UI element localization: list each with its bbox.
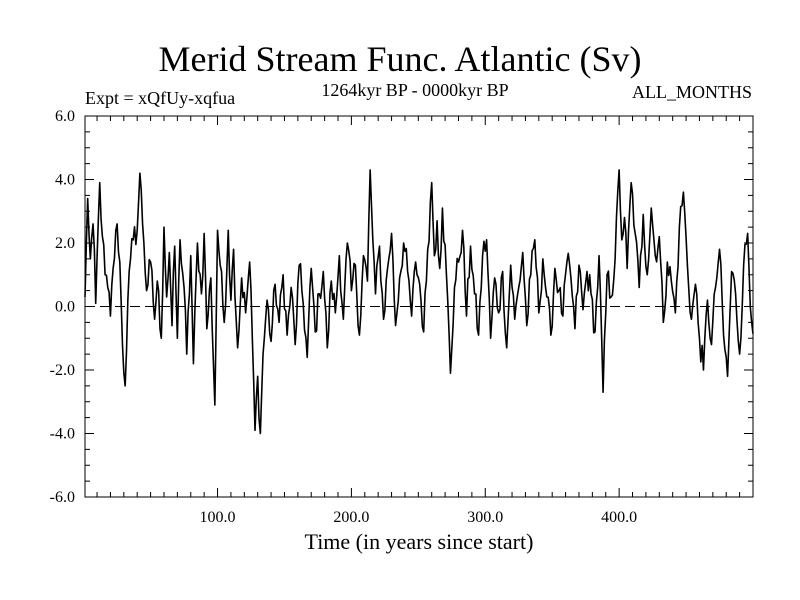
months-label: ALL_MONTHS — [632, 82, 752, 102]
x-tick-label: 400.0 — [601, 509, 637, 526]
plot-frame — [84, 115, 754, 498]
x-tick-labels: 100.0 200.0 300.0 400.0 — [200, 509, 638, 526]
y-tick-label: -6.0 — [50, 489, 75, 506]
chart-title: Merid Stream Func. Atlantic (Sv) — [158, 39, 642, 79]
y-tick-labels: 6.0 4.0 2.0 0.0 -2.0 -4.0 -6.0 — [50, 108, 75, 506]
period-label: 1264kyr BP - 0000kyr BP — [321, 80, 509, 100]
series-line — [84, 169, 754, 435]
y-tick-label: 0.0 — [55, 299, 75, 316]
x-tick-label: 100.0 — [200, 509, 236, 526]
experiment-label: Expt = xQfUy-xqfua — [85, 88, 236, 108]
y-tick-label: -2.0 — [50, 362, 75, 379]
y-tick-label: -4.0 — [50, 426, 75, 443]
y-tick-label: 6.0 — [55, 108, 75, 125]
x-tick-label: 200.0 — [333, 509, 369, 526]
y-tick-label: 4.0 — [55, 172, 75, 189]
x-axis-label: Time (in years since start) — [304, 529, 534, 554]
y-tick-label: 2.0 — [55, 235, 75, 252]
x-tick-label: 300.0 — [467, 509, 503, 526]
